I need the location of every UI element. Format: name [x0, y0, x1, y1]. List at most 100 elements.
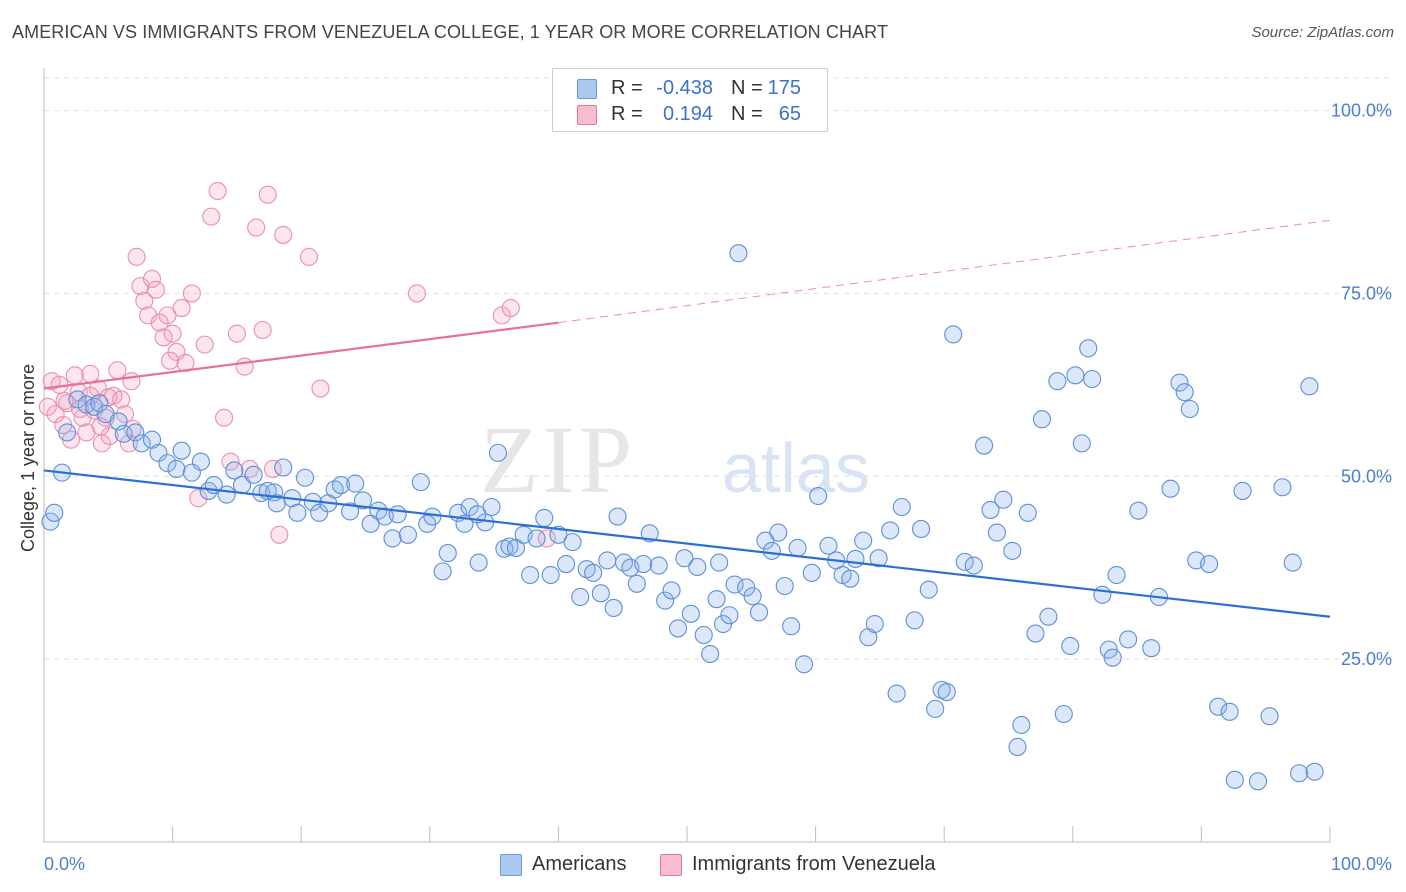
americans-point — [937, 683, 956, 702]
americans-point — [668, 619, 688, 638]
americans-point — [743, 587, 762, 606]
y-axis-label: College, 1 year or more — [18, 364, 38, 552]
americans-point — [634, 555, 653, 574]
americans-point — [1093, 585, 1112, 604]
venezuela-point — [160, 351, 180, 370]
americans-point — [905, 611, 924, 630]
venezuela-point — [115, 405, 135, 424]
americans-point — [681, 604, 700, 623]
americans-point — [1175, 383, 1194, 402]
venezuela-point — [135, 291, 154, 310]
venezuela-point — [537, 529, 556, 548]
americans-point — [535, 508, 554, 528]
americans-point — [1003, 541, 1022, 560]
americans-point — [274, 458, 293, 477]
venezuela-point — [258, 185, 277, 204]
legend-label-venezuela: Immigrants from Venezuela — [692, 853, 936, 875]
americans-point — [769, 523, 788, 542]
americans-point — [892, 497, 911, 517]
venezuela-trend-extension — [558, 219, 1331, 324]
legend-n-label: N = — [731, 103, 763, 125]
venezuela-point — [492, 306, 511, 325]
americans-point — [310, 503, 329, 522]
americans-point — [1273, 478, 1292, 497]
americans-point — [460, 497, 479, 517]
americans-point — [955, 552, 974, 571]
americans-point — [707, 590, 726, 609]
americans-point — [158, 454, 177, 473]
americans-point — [1220, 702, 1239, 721]
americans-point — [126, 423, 145, 442]
americans-point — [919, 580, 938, 599]
americans-point — [563, 533, 582, 552]
americans-point — [1161, 479, 1180, 498]
venezuela-point — [131, 277, 150, 296]
americans-trend-line — [43, 469, 1331, 618]
americans-point — [1008, 737, 1027, 756]
y-tick-label: 100.0% — [1331, 101, 1392, 121]
venezuela-point — [100, 427, 119, 446]
americans-point — [688, 557, 707, 577]
americans-point — [346, 474, 365, 493]
americans-point — [341, 502, 360, 521]
venezuela-point — [235, 357, 254, 376]
venezuela-point — [146, 280, 165, 299]
americans-point — [557, 555, 576, 574]
legend-swatch-venezuela — [660, 854, 682, 876]
americans-point — [1209, 697, 1228, 716]
venezuela-point — [122, 372, 141, 391]
venezuela-point — [158, 306, 177, 325]
americans-point — [353, 491, 372, 510]
watermark-atlas: atlas — [722, 429, 870, 507]
americans-point — [1233, 481, 1252, 500]
americans-point — [482, 497, 501, 517]
legend-n-value: 65 — [778, 103, 801, 125]
americans-point — [217, 485, 236, 504]
venezuela-point — [108, 361, 127, 380]
americans-point — [802, 563, 821, 582]
americans-point — [114, 424, 133, 443]
source-credit: Source: ZipAtlas.com — [1251, 24, 1394, 41]
americans-point — [1054, 704, 1073, 724]
americans-point — [887, 684, 906, 703]
venezuela-point — [154, 328, 173, 347]
watermark-zip: ZIP — [480, 406, 636, 513]
americans-point — [58, 423, 77, 442]
americans-point — [383, 529, 402, 548]
series-legend: Americans Immigrants from Venezuela — [0, 852, 1406, 878]
americans-point — [720, 606, 739, 625]
americans-point — [527, 529, 546, 548]
americans-point — [521, 565, 540, 585]
americans-point — [433, 562, 452, 581]
americans-point — [45, 503, 64, 522]
americans-point — [172, 441, 191, 460]
americans-point — [1225, 770, 1244, 789]
americans-point — [656, 591, 675, 610]
americans-point — [296, 468, 315, 487]
venezuela-point — [274, 225, 293, 244]
venezuela-point — [189, 489, 208, 508]
americans-point — [608, 507, 627, 526]
americans-point — [571, 587, 590, 607]
venezuela-point — [119, 434, 138, 453]
americans-point — [1170, 373, 1189, 392]
americans-point — [749, 603, 769, 622]
americans-point — [675, 549, 694, 568]
venezuela-point — [407, 284, 426, 303]
legend-r-value: -0.438 — [656, 77, 713, 99]
americans-point — [167, 459, 186, 479]
americans-point — [598, 551, 617, 570]
americans-point — [1119, 630, 1138, 649]
y-tick-label: 50.0% — [1341, 466, 1392, 486]
americans-point — [244, 465, 263, 484]
americans-point — [1083, 369, 1102, 389]
americans-point — [756, 531, 775, 550]
venezuela-point — [163, 324, 182, 343]
americans-point — [191, 452, 210, 471]
x-tick-label: 0.0% — [44, 854, 85, 874]
americans-point — [541, 565, 560, 585]
venezuela-point — [227, 324, 246, 343]
americans-point — [1260, 707, 1279, 726]
americans-point — [725, 575, 744, 594]
americans-point — [1018, 503, 1037, 522]
